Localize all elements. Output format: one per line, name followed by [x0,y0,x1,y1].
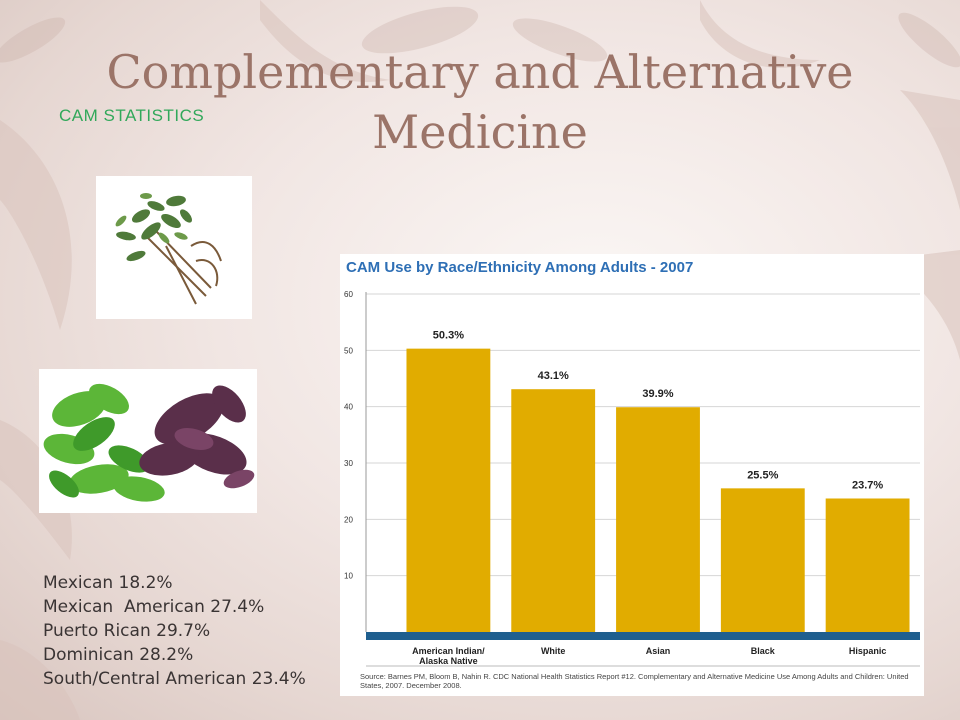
bar-value-label: 50.3% [433,330,464,342]
chart-title: CAM Use by Race/Ethnicity Among Adults -… [346,259,693,276]
slide-subtitle: CAM STATISTICS [59,106,205,125]
x-tick-label: Asian [646,646,671,656]
stat-line: South/Central American 23.4% [43,669,306,689]
x-tick-label: White [541,646,566,656]
slide-title: Complementary and Alternative Medicine [106,45,854,159]
x-tick-label: Black [751,646,776,656]
y-tick-label: 50 [344,346,353,355]
chart-source-container: Source: Barnes PM, Bloom B, Nahin R. CDC… [360,672,909,690]
y-axis-ticks: 10 20 30 40 50 60 [344,290,353,581]
x-axis-ticks: American Indian/Alaska Native White Asian B… [412,646,886,666]
bar [511,389,596,632]
stat-line: Mexican 18.2% [43,573,173,593]
basil-leaves-image [39,369,257,513]
bar-value-label: 23.7% [852,479,883,491]
bar-chart: CAM Use by Race/Ethnicity Among Adults -… [344,259,920,690]
bar [616,407,700,632]
chart-baseline [366,632,920,640]
y-tick-label: 60 [344,290,353,299]
chart-source-note: Source: Barnes PM, Bloom B, Nahin R. CDC… [360,672,909,690]
chart-data-labels: 50.3% 43.1% 39.9% 25.5% 23.7% [433,330,884,492]
bar [720,488,805,632]
y-tick-label: 10 [344,572,353,581]
bar-value-label: 43.1% [538,370,569,382]
bar-chart-panel: CAM Use by Race/Ethnicity Among Adults -… [340,254,924,696]
stat-line: Mexican American 27.4% [43,597,265,617]
y-tick-label: 40 [344,403,353,412]
bar-value-label: 25.5% [747,469,778,481]
stat-line: Puerto Rican 29.7% [43,621,211,641]
y-tick-label: 30 [344,459,353,468]
stat-line: Dominican 28.2% [43,645,194,665]
bar-value-label: 39.9% [642,388,673,400]
stats-list: Mexican 18.2% Mexican American 27.4% Pue… [43,571,306,691]
bar [406,348,491,632]
bar [825,498,910,632]
y-tick-label: 20 [344,515,353,524]
x-tick-label: Hispanic [849,646,887,656]
herb-bundle-image [96,176,252,319]
x-tick-label: American Indian/Alaska Native [412,646,485,666]
chart-bars [406,348,910,632]
